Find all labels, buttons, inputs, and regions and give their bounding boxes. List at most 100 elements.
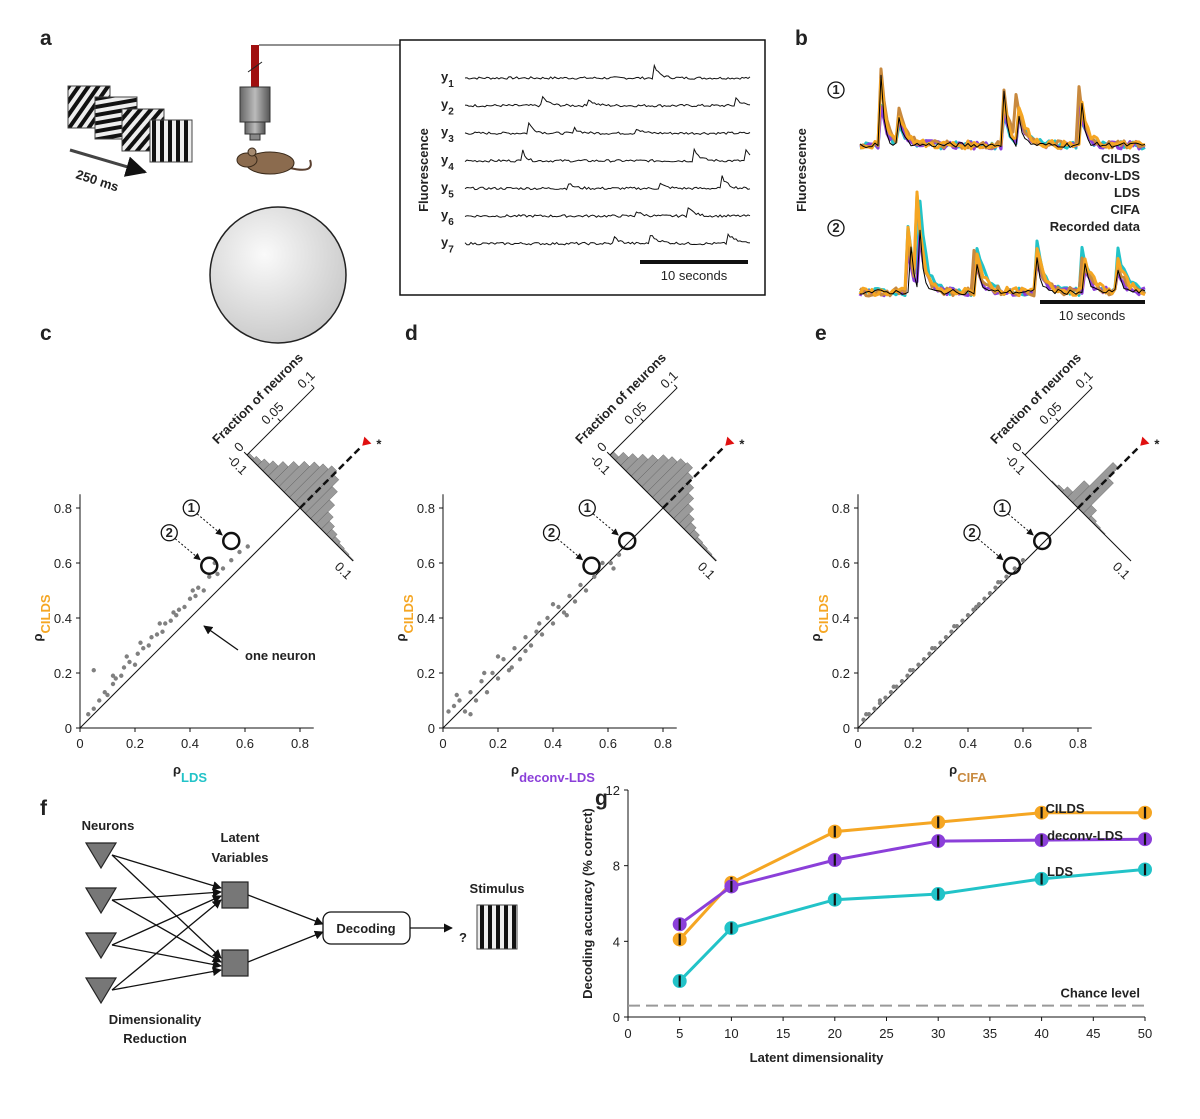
y-tick-label: 0 bbox=[843, 721, 850, 736]
histogram-tick-label: 0.1 bbox=[1072, 368, 1095, 391]
neuron-point bbox=[119, 673, 124, 678]
circled-number bbox=[542, 524, 561, 542]
panel-label: b bbox=[795, 27, 808, 50]
label-sub: 3 bbox=[448, 134, 454, 145]
diagonal bbox=[79, 507, 301, 729]
x-tick-label: 45 bbox=[1086, 1026, 1100, 1041]
label-main: ρ bbox=[30, 633, 45, 641]
neuron-point bbox=[171, 610, 176, 615]
slash bbox=[247, 61, 263, 73]
neuron-point bbox=[993, 585, 998, 590]
x-tick-label: 0.8 bbox=[1069, 736, 1087, 751]
label-sub: 5 bbox=[448, 189, 454, 200]
x-tick-label: 0.2 bbox=[126, 736, 144, 751]
neuron-point bbox=[86, 712, 91, 717]
latent-label: Latent bbox=[221, 830, 261, 845]
rig bbox=[209, 44, 400, 344]
neuron-point bbox=[550, 602, 556, 607]
neuron-point bbox=[220, 566, 226, 571]
chance-label: Chance level bbox=[1061, 986, 1141, 1001]
neuron-point bbox=[135, 651, 140, 656]
neuron-point bbox=[91, 706, 96, 711]
y-tick-label: 0.6 bbox=[417, 556, 435, 571]
pointer bbox=[977, 538, 1004, 561]
x-tick-label: 20 bbox=[828, 1026, 842, 1041]
histogram-axis-label: Fraction of neurons bbox=[572, 350, 669, 447]
y-tick-label: 0 bbox=[65, 721, 72, 736]
neuron-point bbox=[473, 698, 479, 703]
histogram-tick bbox=[243, 451, 248, 456]
histogram-tick bbox=[277, 418, 281, 422]
label-sub: 7 bbox=[448, 244, 454, 255]
neuron-point bbox=[132, 662, 138, 667]
highlighted-neuron bbox=[618, 531, 637, 551]
circled-number-label: 1 bbox=[584, 500, 591, 515]
x-tick-label: 0.6 bbox=[599, 736, 617, 751]
x-tick-label: 0.2 bbox=[904, 736, 922, 751]
arrow bbox=[111, 895, 222, 946]
highlighted-neuron bbox=[1002, 556, 1022, 575]
neuron-point bbox=[215, 571, 220, 577]
neuron-point bbox=[600, 560, 605, 566]
pointer bbox=[557, 538, 584, 561]
neuron-point bbox=[490, 670, 495, 676]
fluorescence-trace bbox=[858, 199, 1146, 297]
neuron-point bbox=[201, 588, 206, 593]
laser bbox=[251, 45, 259, 87]
histogram-axis bbox=[246, 387, 315, 456]
neuron-point bbox=[572, 599, 578, 604]
label-sub: 6 bbox=[448, 217, 454, 228]
axis-label: y5 bbox=[441, 179, 454, 200]
neuron-point bbox=[888, 690, 894, 695]
mean-line bbox=[299, 447, 361, 509]
neuron-point bbox=[174, 613, 179, 618]
neuron-point bbox=[468, 690, 473, 695]
neuron-point bbox=[523, 635, 528, 640]
neuron-point bbox=[564, 613, 569, 618]
neuron-point bbox=[883, 695, 888, 700]
series-label: LDS bbox=[1047, 864, 1073, 879]
mouse-tail bbox=[289, 159, 312, 171]
neuron-point bbox=[539, 632, 545, 637]
decoding-label: Decoding bbox=[336, 921, 395, 936]
neuron-point bbox=[97, 698, 102, 703]
objective bbox=[239, 86, 271, 123]
axis-label: y6 bbox=[441, 207, 454, 228]
neuron-point bbox=[528, 643, 534, 648]
neuron-point bbox=[877, 698, 883, 703]
latent bbox=[221, 949, 249, 977]
fluorescence-trace bbox=[858, 190, 1146, 297]
histogram-tick bbox=[1088, 384, 1093, 389]
axis-label: y1 bbox=[441, 69, 454, 90]
neuron-point bbox=[468, 712, 473, 717]
label-main: y bbox=[441, 179, 449, 194]
pointer bbox=[592, 513, 619, 536]
label-sub: deconv-LDS bbox=[519, 770, 595, 785]
circled-number-label: 2 bbox=[968, 525, 975, 540]
x-tick-label: 50 bbox=[1138, 1026, 1152, 1041]
neuron-point bbox=[484, 690, 490, 695]
circled-number bbox=[963, 524, 981, 542]
y-tick-label: 4 bbox=[613, 934, 620, 949]
legend-entry: CIFA bbox=[1110, 202, 1140, 217]
fluorescence-trace bbox=[859, 193, 1147, 298]
label-sub: 1 bbox=[448, 79, 454, 90]
label-main: y bbox=[441, 124, 449, 139]
y-tick-label: 0.2 bbox=[54, 666, 72, 681]
neuron-point bbox=[187, 596, 193, 601]
arrow bbox=[247, 930, 324, 963]
latent-label: Variables bbox=[211, 850, 268, 865]
neuron-point bbox=[495, 654, 501, 659]
neuron-point bbox=[479, 679, 484, 684]
neuron-point bbox=[938, 640, 943, 645]
label-sub: 4 bbox=[448, 161, 454, 172]
x-tick-label: 0 bbox=[439, 736, 446, 751]
neuron-point bbox=[550, 621, 556, 626]
neuron-point bbox=[949, 629, 954, 634]
mean-marker bbox=[1140, 436, 1150, 446]
neuron-point bbox=[534, 629, 539, 634]
x-tick-label: 0.8 bbox=[291, 736, 309, 751]
neuron-point bbox=[454, 692, 459, 698]
